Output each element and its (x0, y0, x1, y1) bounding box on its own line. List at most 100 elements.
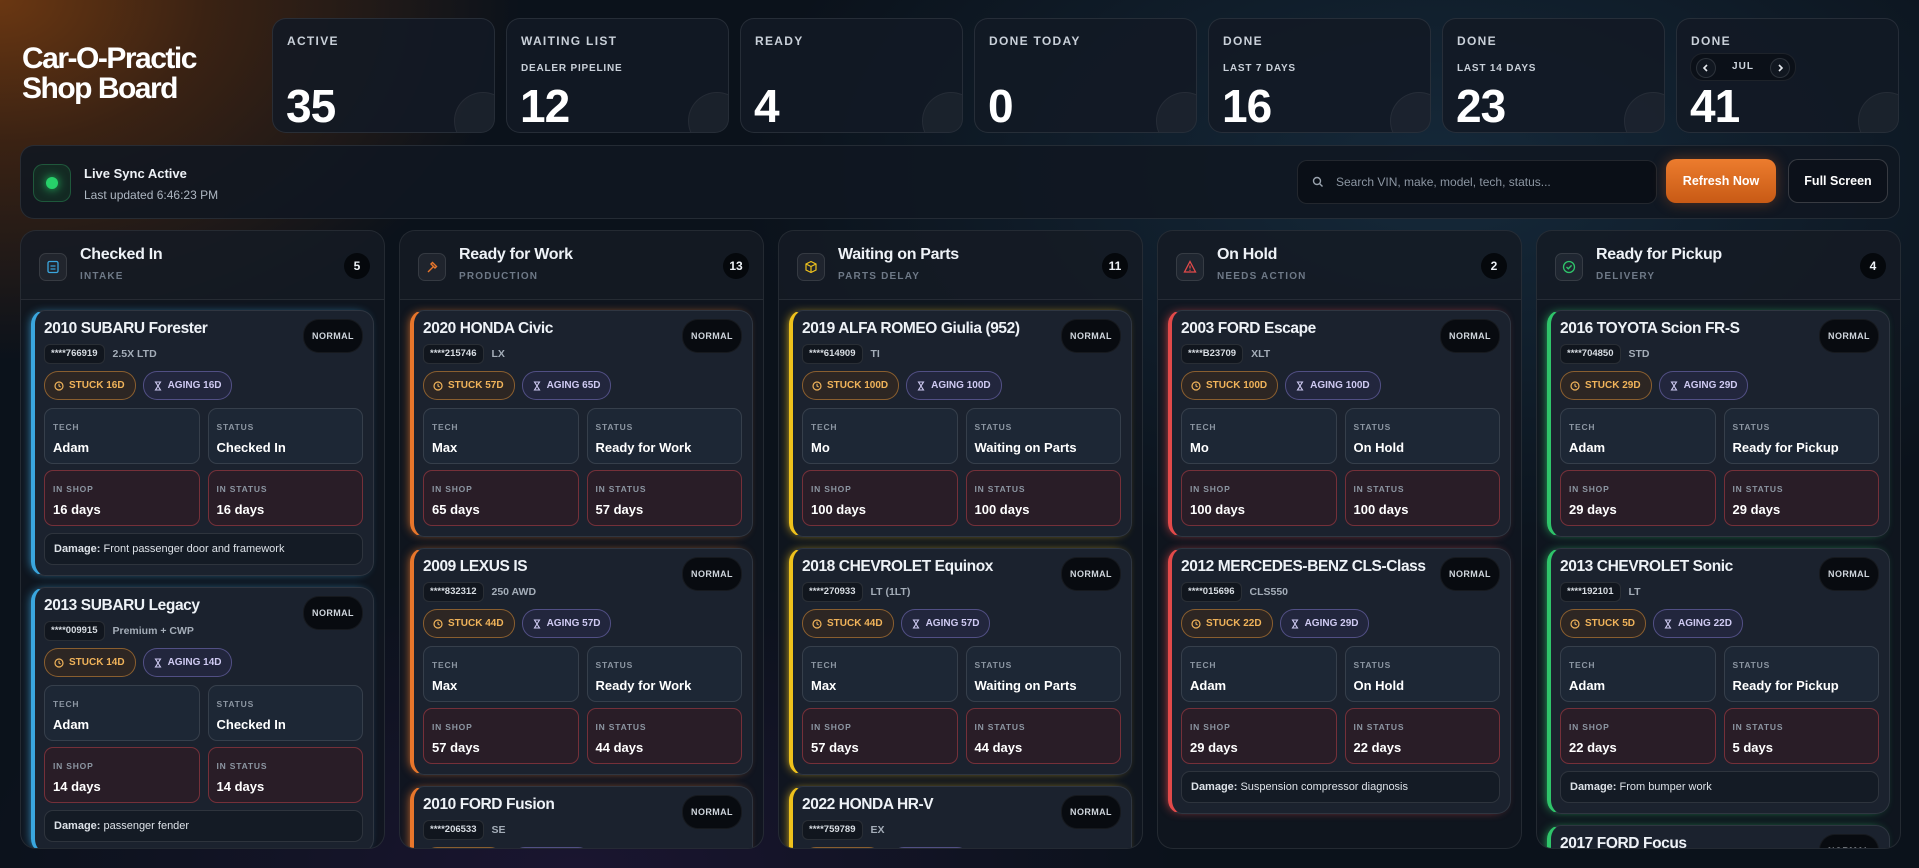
vehicle-card[interactable]: 2020 HONDA Civic NORMAL ****215746 LX STUCK … (410, 310, 753, 537)
priority-badge: NORMAL (1819, 834, 1879, 848)
vehicle-card[interactable]: 2010 SUBARU Forester NORMAL ****766919 2.5X… (31, 310, 374, 576)
column-subtitle: NEEDS ACTION (1217, 271, 1307, 282)
vin-row: ****192101 LT (1560, 582, 1879, 602)
stat-label: DONE TODAY (989, 34, 1081, 48)
damage-text: Front passenger door and framework (103, 543, 285, 555)
prev-month[interactable] (1696, 58, 1716, 78)
card-decoration (1156, 92, 1196, 132)
field-value: Checked In (216, 440, 286, 455)
column-header: Ready for Pickup DELIVERY 4 (1537, 231, 1900, 300)
field-value: 16 days (216, 502, 265, 517)
column: Waiting on Parts PARTS DELAY 11 2019 ALFA R… (778, 230, 1143, 849)
search-input[interactable]: Search VIN, make, model, tech, status... (1297, 160, 1657, 204)
field-label: IN STATUS (1353, 722, 1405, 732)
priority-badge: NORMAL (1440, 557, 1500, 591)
vehicle-card[interactable]: 2010 FORD Fusion NORMAL ****206533 SE (410, 786, 753, 848)
field-label: IN SHOP (1190, 722, 1231, 732)
column: Ready for Pickup DELIVERY 4 2016 TOYOTA Sci… (1536, 230, 1901, 849)
pill-row: STUCK 57D AGING 65D (423, 371, 742, 400)
aging-pill: AGING 22D (1653, 609, 1743, 638)
damage-text: From bumper work (1619, 781, 1712, 793)
field-value: Adam (1569, 440, 1606, 455)
column-count: 5 (344, 253, 370, 279)
field-label: STATUS (974, 660, 1013, 670)
vehicle-card[interactable]: 2016 TOYOTA Scion FR-S NORMAL ****704850 ST… (1547, 310, 1890, 537)
stat-value: 16 (1222, 80, 1272, 132)
stuck-pill: STUCK 16D (44, 371, 136, 400)
stuck-pill: STUCK 29D (1560, 371, 1652, 400)
stat-card: WAITING LIST DEALER PIPELINE 12 (506, 18, 729, 133)
vin-row: ****015696 CLS550 (1181, 582, 1500, 602)
priority-badge: NORMAL (1061, 795, 1121, 829)
status-box: STATUS Ready for Work (586, 408, 742, 464)
search-placeholder: Search VIN, make, model, tech, status... (1336, 175, 1551, 189)
vin: ****766919 (44, 344, 105, 364)
stat-sublabel: DEALER PIPELINE (521, 63, 623, 74)
field-label: TECH (432, 422, 459, 432)
vehicle-card[interactable]: 2017 FORD Focus NORMAL (1547, 825, 1890, 848)
field-label: STATUS (595, 422, 634, 432)
status-box: STATUS Ready for Pickup (1723, 646, 1879, 702)
next-month[interactable] (1770, 58, 1790, 78)
stuck-text: STUCK 100D (827, 380, 889, 391)
field-label: STATUS (974, 422, 1013, 432)
stuck-pill: STUCK 100D (1181, 371, 1279, 400)
vehicle-card[interactable]: 2013 SUBARU Legacy NORMAL ****009915 Premiu… (31, 587, 374, 848)
column-icon (1176, 253, 1204, 281)
info-grid: TECH Max STATUS Waiting on Parts IN SHOP 57 d… (802, 646, 1121, 764)
vin: ****015696 (1181, 582, 1242, 602)
vin: ****759789 (802, 820, 863, 840)
search-icon (1312, 176, 1323, 187)
aging-text: AGING 29D (1683, 380, 1738, 391)
column-count: 2 (1481, 253, 1507, 279)
tech-box: TECH Adam (44, 408, 200, 464)
column-header: Waiting on Parts PARTS DELAY 11 (779, 231, 1142, 300)
tech-box: TECH Max (802, 646, 958, 702)
in-status-box: IN STATUS 14 days (207, 747, 363, 803)
column-subtitle: INTAKE (80, 271, 124, 282)
vehicle-card[interactable]: 2019 ALFA ROMEO Giulia (952) NORMAL ****61… (789, 310, 1132, 537)
priority-badge: NORMAL (682, 557, 742, 591)
vin-row: ****215746 LX (423, 344, 742, 364)
status-box: STATUS Ready for Pickup (1723, 408, 1879, 464)
damage-note: Damage: Front passenger door and framewor… (44, 533, 363, 565)
stat-label: ACTIVE (287, 34, 339, 48)
aging-pill: AGING 14D (142, 648, 233, 677)
field-value: Ready for Work (595, 678, 692, 693)
info-grid: TECH Max STATUS Ready for Work IN SHOP 65 day… (423, 408, 742, 526)
aging-pill: AGING 65D (521, 371, 612, 400)
priority-badge: NORMAL (1061, 319, 1121, 353)
sync-dot (46, 177, 58, 189)
stat-label: DONE (1223, 34, 1263, 48)
fullscreen-button[interactable]: Full Screen (1788, 159, 1888, 203)
stuck-text: STUCK 16D (69, 380, 125, 391)
aging-text: AGING 16D (167, 380, 222, 391)
vehicle-card[interactable]: 2003 FORD Escape NORMAL ****B23709 XLT STUCK… (1168, 310, 1511, 537)
field-label: IN SHOP (811, 722, 852, 732)
vin: ****704850 (1560, 344, 1621, 364)
refresh-button[interactable]: Refresh Now (1666, 159, 1776, 203)
vehicle-card[interactable]: 2009 LEXUS IS NORMAL ****832312 250 AWD STUC… (410, 548, 753, 775)
field-value: Max (432, 440, 458, 455)
vin: ****832312 (423, 582, 484, 602)
trim: LX (491, 348, 505, 360)
field-label: IN SHOP (811, 484, 852, 494)
stuck-pill: STUCK 57D (423, 371, 515, 400)
vehicle-card[interactable]: 2012 MERCEDES-BENZ CLS-Class NORMAL ****01… (1168, 548, 1511, 814)
status-box: STATUS Ready for Work (586, 646, 742, 702)
column-title: On Hold (1217, 246, 1278, 263)
vehicle-card[interactable]: 2018 CHEVROLET Equinox NORMAL ****270933 LT… (789, 548, 1132, 775)
status-box: STATUS On Hold (1344, 646, 1500, 702)
status-box: STATUS Checked In (207, 408, 363, 464)
aging-text: AGING 100D (931, 380, 991, 391)
field-value: On Hold (1353, 440, 1405, 455)
column-title: Ready for Pickup (1596, 246, 1722, 263)
field-label: TECH (53, 699, 80, 709)
vehicle-card[interactable]: 2013 CHEVROLET Sonic NORMAL ****192101 LT ST… (1547, 548, 1890, 814)
vehicle-title: 2003 FORD Escape (1181, 320, 1316, 337)
vehicle-card[interactable]: 2022 HONDA HR-V NORMAL ****759789 EX (789, 786, 1132, 848)
vin-row: ****009915 Premium + CWP (44, 621, 363, 641)
field-label: STATUS (1732, 422, 1771, 432)
stat-card: READY 4 (740, 18, 963, 133)
info-grid: TECH Adam STATUS On Hold IN SHOP 29 days IN ST… (1181, 646, 1500, 764)
